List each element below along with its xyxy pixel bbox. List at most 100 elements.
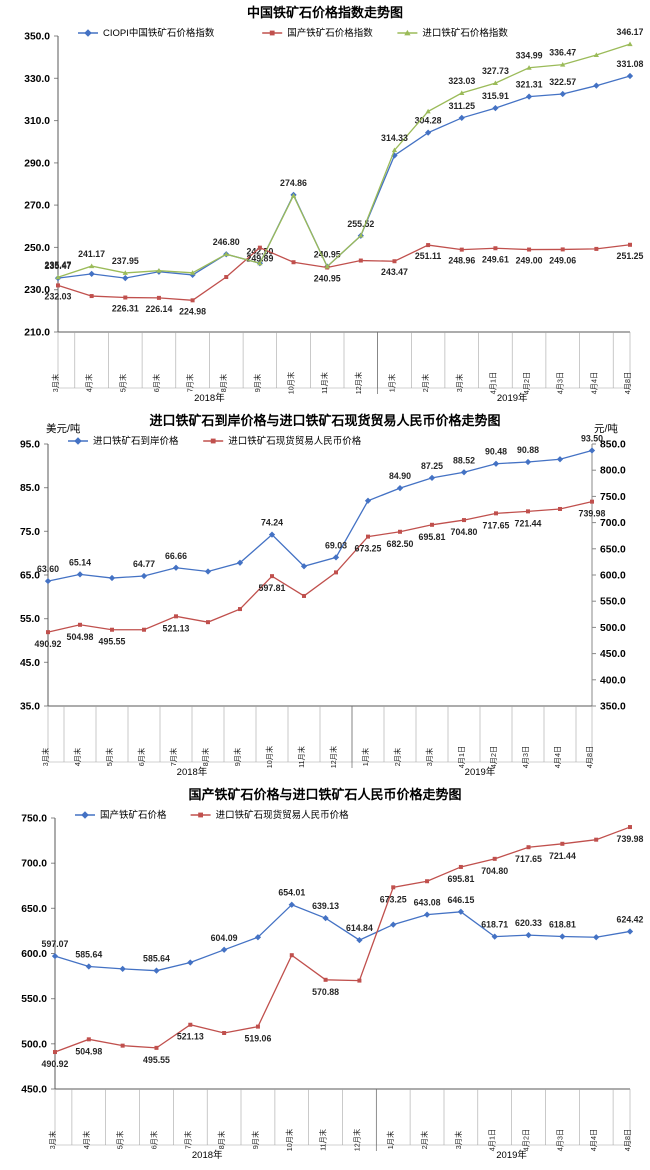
svg-text:311.25: 311.25 — [449, 101, 476, 111]
svg-text:700.0: 700.0 — [600, 518, 626, 529]
svg-text:495.55: 495.55 — [143, 1055, 170, 1065]
svg-text:243.47: 243.47 — [381, 267, 408, 277]
svg-text:600.0: 600.0 — [600, 571, 626, 582]
svg-text:1月末: 1月末 — [386, 1131, 395, 1149]
svg-text:4月8日: 4月8日 — [623, 1129, 632, 1151]
svg-text:717.65: 717.65 — [515, 854, 542, 864]
svg-text:8月末: 8月末 — [217, 1131, 226, 1149]
svg-text:700.0: 700.0 — [21, 859, 47, 870]
svg-text:6月末: 6月末 — [150, 1131, 159, 1149]
svg-text:695.81: 695.81 — [447, 874, 474, 884]
svg-text:4月末: 4月末 — [82, 1131, 91, 1149]
svg-text:9月末: 9月末 — [253, 374, 262, 392]
svg-text:400.0: 400.0 — [600, 675, 626, 686]
svg-text:450.0: 450.0 — [21, 1085, 47, 1096]
svg-text:4月3日: 4月3日 — [556, 372, 565, 394]
svg-text:1月末: 1月末 — [388, 374, 397, 392]
svg-text:进口铁矿石到岸价格: 进口铁矿石到岸价格 — [93, 435, 179, 447]
svg-text:650.0: 650.0 — [21, 904, 47, 915]
svg-text:10月末: 10月末 — [265, 746, 274, 768]
svg-text:336.47: 336.47 — [549, 48, 576, 58]
svg-text:550.0: 550.0 — [21, 994, 47, 1005]
svg-text:进口铁矿石现货贸易人民币价格: 进口铁矿石现货贸易人民币价格 — [216, 809, 350, 821]
svg-text:3月末: 3月末 — [48, 1131, 57, 1149]
svg-text:600.0: 600.0 — [21, 949, 47, 960]
svg-text:75.0: 75.0 — [20, 527, 40, 538]
svg-text:90.48: 90.48 — [485, 447, 507, 457]
svg-text:66.66: 66.66 — [165, 551, 187, 561]
svg-text:750.0: 750.0 — [21, 814, 47, 825]
svg-text:550.0: 550.0 — [600, 597, 626, 608]
svg-text:739.98: 739.98 — [617, 834, 644, 844]
svg-text:9月末: 9月末 — [233, 748, 242, 766]
svg-text:2019年: 2019年 — [465, 766, 496, 778]
svg-text:521.13: 521.13 — [177, 1032, 204, 1042]
svg-text:2月末: 2月末 — [393, 748, 402, 766]
svg-text:65.14: 65.14 — [69, 557, 91, 567]
svg-text:4月2日: 4月2日 — [522, 372, 531, 394]
svg-text:695.81: 695.81 — [419, 532, 446, 542]
svg-text:国产铁矿石价格与进口铁矿石人民币价格走势图: 国产铁矿石价格与进口铁矿石人民币价格走势图 — [188, 787, 461, 802]
svg-text:249.06: 249.06 — [549, 255, 576, 265]
svg-text:290.0: 290.0 — [24, 158, 50, 169]
svg-text:进口铁矿石价格指数: 进口铁矿石价格指数 — [422, 27, 508, 39]
svg-text:721.44: 721.44 — [515, 518, 542, 528]
svg-text:3月末: 3月末 — [454, 1131, 463, 1149]
svg-text:12月末: 12月末 — [354, 372, 363, 394]
svg-text:246.80: 246.80 — [213, 237, 240, 247]
svg-text:7月末: 7月末 — [169, 748, 178, 766]
svg-text:12月末: 12月末 — [329, 746, 338, 768]
svg-text:6月末: 6月末 — [137, 748, 146, 766]
svg-text:270.0: 270.0 — [24, 201, 50, 212]
svg-text:504.98: 504.98 — [67, 632, 94, 642]
svg-text:646.15: 646.15 — [447, 895, 474, 905]
svg-text:490.92: 490.92 — [42, 1059, 69, 1069]
svg-text:1月末: 1月末 — [361, 748, 370, 766]
svg-text:11月末: 11月末 — [319, 1129, 328, 1151]
svg-text:237.95: 237.95 — [112, 256, 139, 266]
svg-text:248.96: 248.96 — [448, 256, 475, 266]
svg-text:4月2日: 4月2日 — [489, 746, 498, 768]
svg-text:3月末: 3月末 — [41, 748, 50, 766]
svg-text:673.25: 673.25 — [355, 544, 382, 554]
svg-text:74.24: 74.24 — [261, 518, 283, 528]
svg-text:4月8日: 4月8日 — [623, 372, 632, 394]
svg-text:673.25: 673.25 — [380, 894, 407, 904]
svg-text:国产铁矿石价格指数: 国产铁矿石价格指数 — [287, 27, 373, 39]
svg-text:504.98: 504.98 — [75, 1046, 102, 1056]
svg-text:800.0: 800.0 — [600, 466, 626, 477]
svg-text:11月末: 11月末 — [320, 372, 329, 394]
svg-text:331.08: 331.08 — [617, 59, 644, 69]
svg-text:69.03: 69.03 — [325, 540, 347, 550]
svg-text:249.61: 249.61 — [482, 254, 509, 264]
svg-text:84.90: 84.90 — [389, 471, 411, 481]
svg-text:643.08: 643.08 — [414, 898, 441, 908]
svg-text:704.80: 704.80 — [451, 527, 478, 537]
svg-text:12月末: 12月末 — [352, 1129, 361, 1151]
svg-text:682.50: 682.50 — [387, 539, 414, 549]
svg-text:2月末: 2月末 — [420, 1131, 429, 1149]
svg-text:4月3日: 4月3日 — [521, 746, 530, 768]
svg-text:500.0: 500.0 — [21, 1039, 47, 1050]
svg-text:241.17: 241.17 — [78, 249, 105, 259]
svg-text:55.0: 55.0 — [20, 614, 40, 625]
svg-text:93.50: 93.50 — [581, 434, 603, 444]
svg-text:350.0: 350.0 — [600, 702, 626, 713]
svg-text:624.42: 624.42 — [617, 914, 644, 924]
svg-text:850.0: 850.0 — [600, 440, 626, 451]
svg-text:250.0: 250.0 — [24, 243, 50, 254]
svg-text:585.64: 585.64 — [75, 950, 102, 960]
svg-text:4月2日: 4月2日 — [522, 1129, 531, 1151]
svg-text:240.95: 240.95 — [314, 274, 341, 284]
svg-text:251.25: 251.25 — [617, 251, 644, 261]
svg-text:国产铁矿石价格: 国产铁矿石价格 — [100, 809, 167, 821]
svg-text:614.84: 614.84 — [346, 923, 373, 933]
svg-text:8月末: 8月末 — [201, 748, 210, 766]
svg-text:5月末: 5月末 — [118, 374, 127, 392]
svg-text:2019年: 2019年 — [496, 1149, 527, 1161]
svg-text:4月1日: 4月1日 — [488, 1129, 497, 1151]
svg-text:570.88: 570.88 — [312, 987, 339, 997]
svg-text:521.13: 521.13 — [163, 623, 190, 633]
svg-text:3月末: 3月末 — [425, 748, 434, 766]
svg-text:9月末: 9月末 — [251, 1131, 260, 1149]
